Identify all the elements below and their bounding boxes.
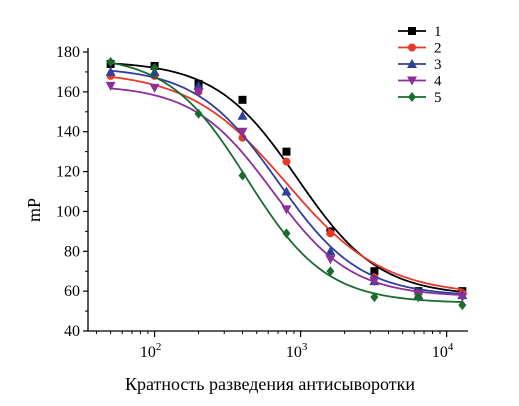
- data-point: [149, 83, 160, 93]
- y-tick-label: 100: [56, 203, 80, 220]
- legend-entry-2: 2: [398, 41, 442, 57]
- data-point: [414, 292, 423, 303]
- y-tick-label: 40: [64, 323, 80, 340]
- data-point: [194, 108, 203, 119]
- data-point: [238, 95, 247, 104]
- y-tick-label: 60: [64, 283, 80, 300]
- series-2: [106, 71, 467, 298]
- data-point: [105, 66, 116, 76]
- data-point: [150, 62, 159, 73]
- data-point: [326, 266, 335, 277]
- data-point: [105, 81, 116, 91]
- y-tick-label: 80: [64, 243, 80, 260]
- legend-marker: [408, 27, 416, 35]
- x-tick-label: 102: [140, 341, 162, 361]
- legend-label: 4: [434, 74, 442, 90]
- data-point: [238, 133, 247, 142]
- data-point: [106, 56, 115, 67]
- legend-label: 3: [434, 57, 442, 73]
- x-tick-label: 103: [286, 341, 308, 361]
- data-point: [281, 186, 292, 196]
- legend-marker: [407, 76, 417, 86]
- legend-label: 2: [434, 41, 442, 57]
- data-point: [325, 255, 336, 265]
- data-point: [369, 277, 380, 287]
- axes: 40 60 80 100 120 140 160 180 102 103 104: [56, 44, 468, 361]
- legend-entry-3: 3: [398, 57, 442, 73]
- data-point: [281, 205, 292, 215]
- y-tick-label: 160: [56, 84, 80, 101]
- data-point: [282, 147, 291, 156]
- data-point: [325, 246, 336, 256]
- data-point: [458, 300, 467, 311]
- legend-marker: [408, 43, 416, 52]
- legend-entry-4: 4: [398, 74, 442, 90]
- data-point: [193, 80, 204, 90]
- y-tick-label: 120: [56, 164, 80, 181]
- data-point: [370, 292, 379, 303]
- legend-marker: [408, 92, 416, 102]
- legend-label: 1: [434, 24, 442, 40]
- y-axis-label: mP: [24, 198, 44, 222]
- legend-label: 5: [434, 90, 442, 106]
- data-point: [282, 157, 291, 166]
- legend-entry-5: 5: [398, 90, 442, 106]
- data-point: [370, 267, 379, 276]
- data-point: [193, 87, 204, 97]
- legend-marker: [407, 59, 417, 68]
- x-tick-label: 104: [432, 341, 454, 361]
- series-5: [106, 56, 467, 311]
- data-point: [326, 229, 335, 238]
- plot-area: [105, 56, 468, 311]
- series-4: [105, 81, 468, 303]
- data-point: [237, 127, 248, 137]
- data-point: [457, 293, 468, 303]
- data-point: [238, 170, 247, 181]
- legend-entry-1: 1: [398, 24, 442, 40]
- y-tick-label: 180: [56, 44, 80, 61]
- data-point: [237, 110, 248, 120]
- data-point: [282, 228, 291, 239]
- x-axis-label: Кратность разведения антисыворотки: [125, 374, 415, 394]
- y-tick-label: 140: [56, 124, 80, 141]
- series-line-2: [110, 75, 463, 291]
